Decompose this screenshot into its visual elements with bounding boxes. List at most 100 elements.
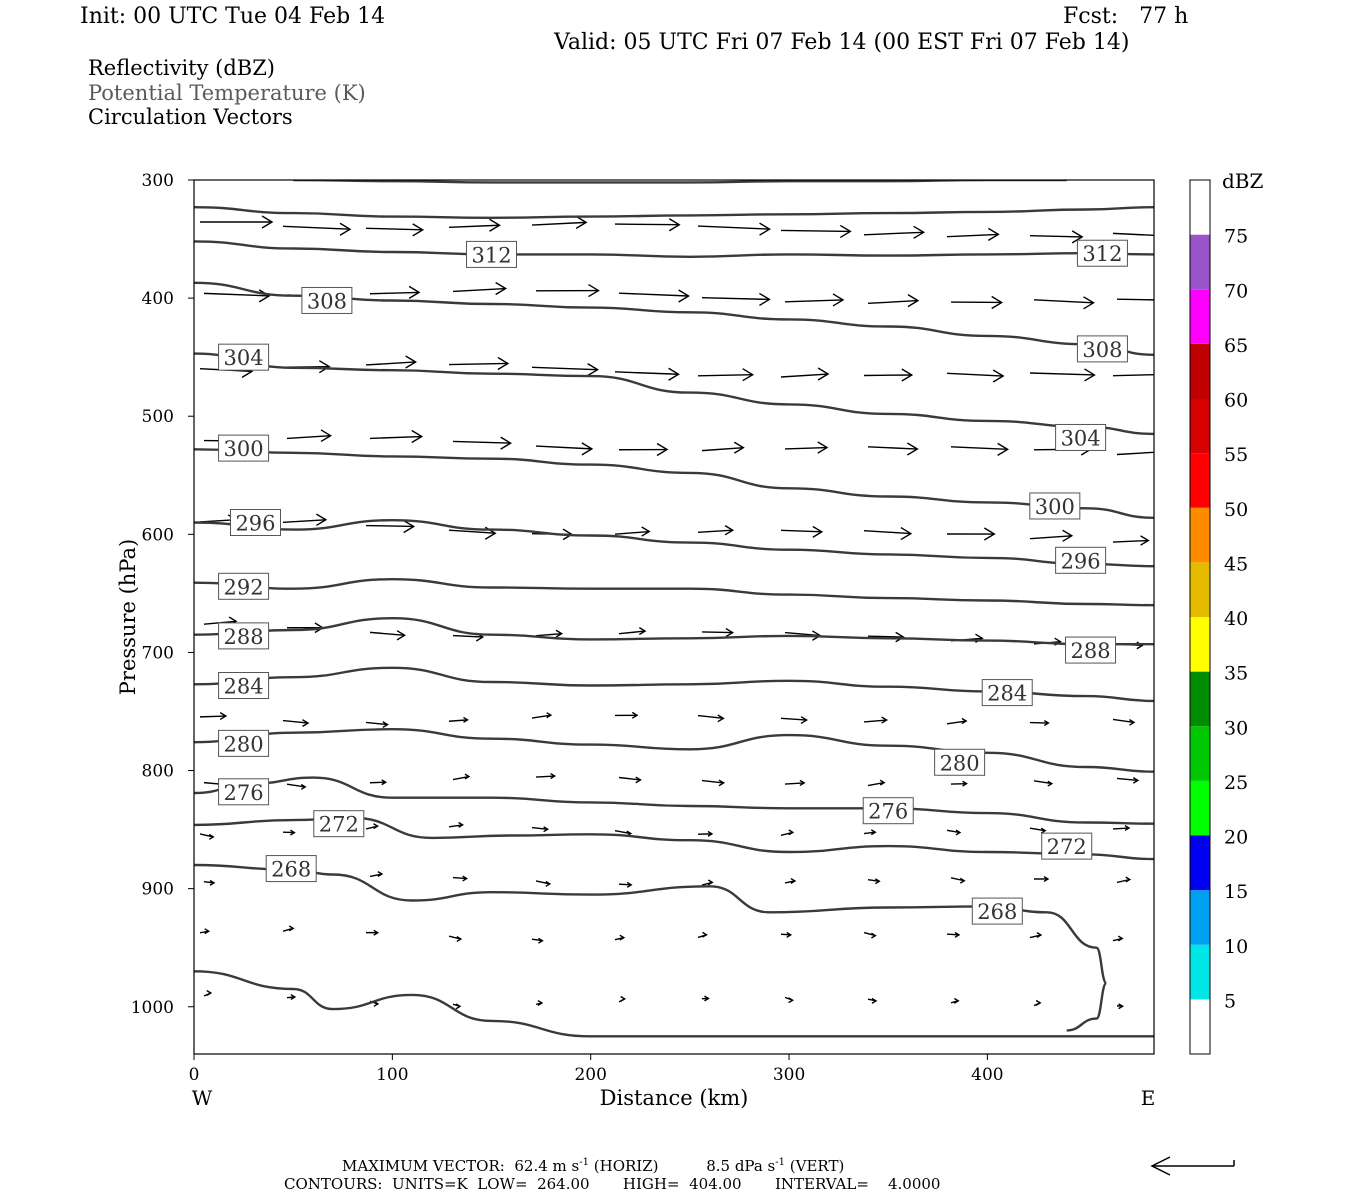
circulation-vector [784, 293, 845, 307]
contour-label-box [934, 748, 986, 776]
contour-label: 268 [977, 900, 1017, 924]
colorbar-segment [1190, 617, 1210, 672]
circulation-vector [780, 931, 793, 938]
circulation-vector [946, 369, 1005, 383]
contour-label: 288 [1070, 639, 1110, 663]
max-horizontal-vector: 62.4 m s [514, 1157, 580, 1175]
circulation-vector [282, 513, 328, 527]
circulation-vector [365, 929, 380, 936]
circulation-vector [203, 289, 271, 303]
west-label: W [192, 1086, 213, 1110]
contour-label-box [218, 729, 270, 757]
colorbar-segment [1190, 890, 1210, 945]
circulation-vector [531, 826, 549, 833]
colorbar-label: 5 [1224, 990, 1236, 1012]
circulation-vector [369, 285, 421, 300]
circulation-vector [282, 829, 296, 836]
colorbar-label: 40 [1224, 608, 1248, 630]
contour-label: 292 [224, 575, 264, 599]
contour-label: 296 [235, 512, 275, 536]
contour-label: 304 [1061, 426, 1101, 450]
circulation-vector [863, 526, 913, 541]
circulation-vector [950, 295, 1004, 310]
circulation-vector [448, 716, 469, 723]
colorbar-frame [1189, 179, 1211, 1055]
contour-label: 276 [224, 781, 264, 805]
contour-label-box [218, 434, 270, 462]
circulation-vector [618, 995, 627, 1003]
circulation-vector [946, 527, 996, 541]
theta-contour-316 [194, 206, 1154, 220]
colorbar-label: 20 [1224, 827, 1248, 849]
circulation-vector [618, 289, 690, 303]
circulation-vector [614, 711, 639, 719]
circulation-vector [452, 281, 507, 296]
circulation-vector [867, 442, 919, 456]
circulation-vector [1033, 296, 1095, 310]
contour-label-box [981, 679, 1033, 707]
circulation-vector [1116, 777, 1140, 784]
circulation-vector [531, 712, 553, 719]
circulation-vector [780, 525, 824, 538]
circulation-vector [1029, 932, 1043, 939]
contour-label: 312 [471, 243, 511, 267]
y-tick-label: 400 [142, 289, 174, 309]
circulation-vector [1033, 780, 1054, 787]
circulation-vector [535, 442, 594, 456]
plot-frame [193, 179, 1155, 1055]
contour-label: 280 [940, 751, 980, 775]
y-axis-label: Pressure (hPa) [116, 539, 140, 695]
circulation-vector [365, 355, 417, 369]
contour-label: 300 [224, 437, 264, 461]
contour-label: 272 [1047, 835, 1087, 859]
circulation-vector [950, 780, 968, 787]
contour-label-box [301, 286, 353, 314]
circulation-vector [946, 717, 968, 725]
circulation-vector [780, 224, 852, 239]
contour-label: 304 [224, 346, 264, 370]
circulation-vector [365, 519, 416, 534]
max-vector-line: MAXIMUM VECTOR: 62.4 m s-1 (HORIZ) 8.5 d… [342, 1158, 844, 1174]
colorbar-label: 60 [1224, 390, 1248, 412]
x-tick-label: 300 [773, 1065, 805, 1085]
circulation-vector [867, 997, 878, 1004]
circulation-vector [946, 829, 962, 836]
theta-contour-276 [194, 776, 1154, 825]
circulation-vector [946, 227, 1000, 241]
circulation-vector [863, 225, 925, 239]
circulation-vector [531, 363, 599, 377]
colorbar-label: 75 [1224, 226, 1248, 248]
init-time: Init: 00 UTC Tue 04 Feb 14 [80, 4, 386, 29]
circulation-vector [863, 829, 877, 836]
colorbar-label: 35 [1224, 663, 1248, 685]
circulation-vector [701, 779, 726, 787]
circulation-vector [1116, 451, 1154, 456]
circulation-vector [867, 779, 886, 787]
circulation-vector [1116, 876, 1132, 884]
circulation-vector [365, 721, 389, 729]
circulation-vector [531, 215, 588, 229]
colorbar-label: 15 [1224, 881, 1248, 903]
contour-label-box [862, 797, 914, 825]
circulation-vector [701, 441, 745, 454]
colorbar-label: 65 [1224, 335, 1248, 357]
colorbar-segment [1190, 835, 1210, 891]
circulation-vector [784, 877, 797, 884]
circulation-vector [1112, 718, 1136, 726]
circulation-vector [282, 719, 310, 727]
contour-label: 308 [1082, 338, 1122, 362]
theta-contour-296 [194, 518, 1154, 568]
y-tick-label: 600 [142, 525, 174, 545]
circulation-vector [199, 712, 228, 721]
colorbar-segment [1190, 780, 1210, 836]
circulation-vector [950, 997, 960, 1004]
circulation-vector [863, 716, 888, 724]
circulation-vector [618, 776, 642, 784]
circulation-vector [867, 631, 905, 643]
contour-label-box [229, 509, 281, 537]
circulation-vector [448, 821, 464, 828]
y-tick-label: 900 [142, 880, 174, 900]
circulation-vector [452, 875, 469, 882]
circulation-vector [780, 367, 830, 381]
reference-vector-arrow [1150, 1156, 1235, 1176]
